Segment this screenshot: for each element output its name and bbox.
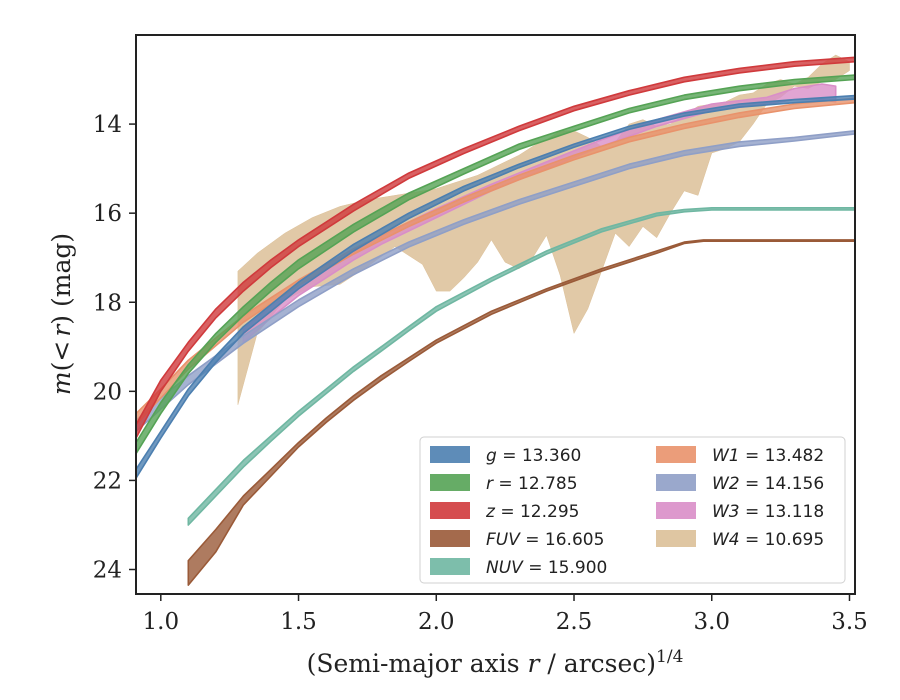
x-tick-label: 2.5	[556, 609, 593, 635]
legend-label-fuv: FUV = 16.605	[486, 530, 604, 550]
legend-swatch-r	[430, 474, 470, 491]
legend-label-z: z = 12.295	[485, 502, 579, 522]
legend-label-g: g = 13.360	[486, 446, 581, 466]
series-layer	[136, 54, 855, 586]
legend-items: g = 13.360 r = 12.785 z = 12.295 FUV = 16.6…	[430, 446, 824, 578]
legend-frame	[419, 436, 846, 584]
legend: g = 13.360 r = 12.785 z = 12.295 FUV = 16.6…	[419, 436, 846, 584]
series-band-w2	[136, 130, 855, 433]
legend-swatch-nuv	[430, 558, 470, 575]
legend-label-w3: W3 = 13.118	[712, 502, 824, 522]
x-tick-label: 1.0	[143, 609, 180, 635]
x-tick-label: 3.5	[831, 609, 868, 635]
legend-label-w4: W4 = 10.695	[712, 530, 824, 550]
legend-label-w2: W2 = 14.156	[712, 474, 824, 494]
x-tick-label: 1.5	[280, 609, 317, 635]
y-tick-label: 24	[93, 558, 122, 584]
legend-swatch-w1	[656, 446, 696, 463]
y-tick-label: 16	[93, 201, 122, 227]
legend-swatch-w4	[656, 530, 696, 547]
x-tick-label: 3.0	[693, 609, 730, 635]
x-tick-label: 2.0	[418, 609, 455, 635]
legend-swatch-w2	[656, 474, 696, 491]
y-tick-label: 20	[93, 379, 122, 405]
x-axis-label: (Semi-major axis r / arcsec)1/4	[307, 647, 684, 678]
series-band-w4	[237, 54, 850, 405]
series-band-z	[136, 56, 855, 439]
y-tick-label: 14	[93, 112, 122, 138]
legend-swatch-fuv	[430, 530, 470, 547]
legend-swatch-z	[430, 502, 470, 519]
legend-swatch-g	[430, 446, 470, 463]
series-band-g	[136, 94, 855, 479]
x-axis-ticks: 1.0 1.5 2.0 2.5 3.0 3.5	[143, 594, 868, 635]
legend-label-nuv: NUV = 15.900	[486, 558, 607, 578]
legend-swatch-w3	[656, 502, 696, 519]
y-tick-label: 22	[93, 468, 122, 494]
y-axis-label: m(<r) (mag)	[47, 233, 76, 395]
plot-frame	[135, 34, 856, 595]
legend-label-r: r = 12.785	[486, 474, 578, 494]
legend-label-w1: W1 = 13.482	[712, 446, 824, 466]
series-band-r	[136, 74, 855, 455]
y-axis-ticks: 14 16 18 20 22 24	[93, 112, 136, 584]
series-band-nuv	[187, 207, 855, 526]
series-band-fuv	[187, 239, 855, 586]
y-tick-label: 18	[93, 290, 122, 316]
